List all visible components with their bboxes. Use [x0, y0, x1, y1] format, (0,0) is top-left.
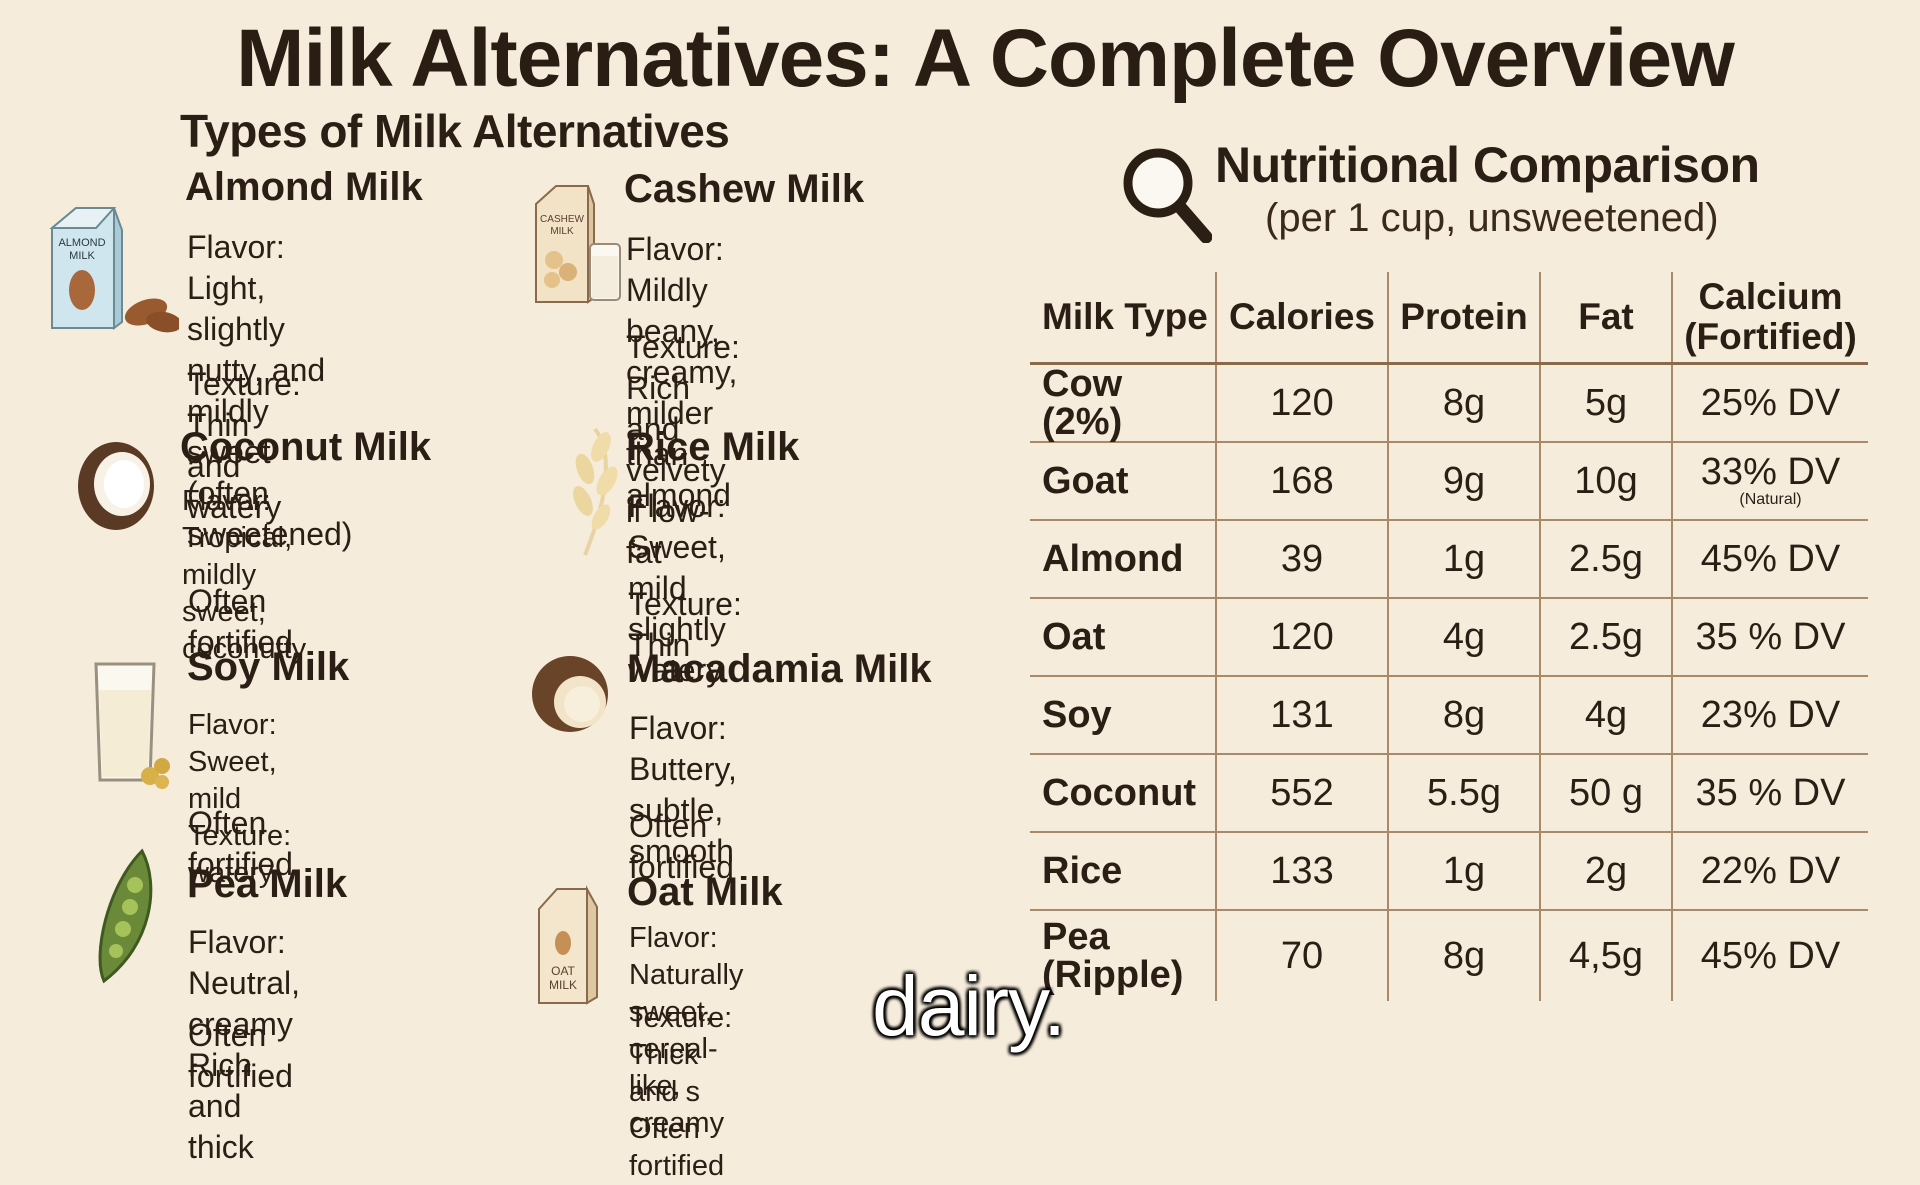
- cashew-milk-carton-icon: CASHEW MILK: [535, 185, 621, 304]
- milk-type-cell: Soy: [1030, 676, 1217, 755]
- column-header-protein: Protein: [1388, 272, 1541, 365]
- protein-cell: 8g: [1388, 676, 1541, 755]
- nutrition-table: Milk Type Calories Protein Fat Calcium (…: [1030, 272, 1868, 1001]
- table-row: Coconut 552 5.5g 50 g 35 % DV: [1030, 754, 1868, 833]
- svg-text:CASHEW: CASHEW: [540, 214, 584, 225]
- nutrition-title: Nutritional Comparison: [1215, 137, 1760, 193]
- protein-cell: 8g: [1388, 910, 1541, 1001]
- calcium-cell: 35 % DV: [1672, 598, 1868, 677]
- table-header-row: Milk Type Calories Protein Fat Calcium (…: [1030, 272, 1868, 365]
- protein-cell: 5.5g: [1388, 754, 1541, 833]
- table-row: Pea (Ripple) 70 8g 4,5g 45% DV: [1030, 910, 1868, 1001]
- table-row: Soy 131 8g 4g 23% DV: [1030, 676, 1868, 755]
- fat-cell: 2.5g: [1540, 598, 1673, 677]
- card-macadamia-milk-fortified: Often fortified: [629, 808, 734, 885]
- milk-type-cell: Goat: [1030, 442, 1217, 521]
- calories-cell: 552: [1216, 754, 1389, 833]
- card-cashew-milk-name: Cashew Milk: [624, 167, 865, 211]
- svg-text:MILK: MILK: [549, 978, 577, 992]
- calcium-cell: 35 % DV: [1672, 754, 1868, 833]
- card-oat-milk-name: Oat Milk: [627, 870, 783, 914]
- video-caption: dairy.: [872, 959, 1066, 1053]
- column-header-calories: Calories: [1216, 272, 1389, 365]
- calcium-note: (Natural): [1739, 491, 1802, 508]
- calcium-cell: 45% DV: [1672, 520, 1868, 599]
- fat-cell: 4,5g: [1540, 910, 1673, 1001]
- milk-type-cell: Cow (2%): [1030, 363, 1217, 443]
- card-coconut-milk-flavor: Flavor: Tropical, mildly sweet, coconutt…: [182, 485, 307, 665]
- fat-cell: 50 g: [1540, 754, 1673, 833]
- fat-cell: 10g: [1540, 442, 1673, 521]
- fat-cell: 5g: [1540, 363, 1673, 443]
- svg-text:OAT: OAT: [551, 964, 575, 978]
- card-soy-milk-fortified: Often fortified: [188, 805, 293, 882]
- protein-cell: 8g: [1388, 363, 1541, 443]
- milk-type-cell: Almond: [1030, 520, 1217, 599]
- oat-milk-carton-icon: OAT MILK: [538, 885, 598, 1005]
- calcium-cell: 22% DV: [1672, 832, 1868, 911]
- card-coconut-milk-fortified: Often fortified: [188, 583, 293, 660]
- svg-text:ALMOND: ALMOND: [58, 237, 105, 249]
- protein-cell: 4g: [1388, 598, 1541, 677]
- nutrition-subtitle: (per 1 cup, unsweetened): [1265, 196, 1719, 240]
- card-almond-milk-texture: Texture: Thin and watery: [187, 366, 301, 525]
- card-soy-milk-flavor: Flavor: Sweet, mild Texture: watery: [188, 709, 292, 889]
- protein-cell: 9g: [1388, 442, 1541, 521]
- card-almond-milk-name: Almond Milk: [185, 165, 423, 209]
- calories-cell: 70: [1216, 910, 1389, 1001]
- table-row: Rice 133 1g 2g 22% DV: [1030, 832, 1868, 911]
- column-header-fat: Fat: [1540, 272, 1673, 365]
- card-macadamia-milk-flavor: Flavor: Buttery, subtle, smooth: [629, 710, 737, 869]
- protein-cell: 1g: [1388, 832, 1541, 911]
- column-header-calcium: Calcium (Fortified): [1672, 272, 1868, 365]
- calories-cell: 120: [1216, 598, 1389, 677]
- calcium-cell: 45% DV: [1700, 935, 1841, 977]
- rice-grain-icon: [573, 427, 618, 556]
- svg-text:MILK: MILK: [550, 226, 574, 237]
- calories-cell: 39: [1216, 520, 1389, 599]
- types-section-title: Types of Milk Alternatives: [180, 105, 730, 157]
- milk-type-cell: Coconut: [1030, 754, 1217, 833]
- fat-cell: 2g: [1540, 832, 1673, 911]
- table-row: Almond 39 1g 2.5g 45% DV: [1030, 520, 1868, 599]
- protein-cell: 1g: [1388, 520, 1541, 599]
- table-row: Cow (2%) 120 8g 5g 25% DV: [1030, 363, 1868, 443]
- milk-type-cell: Rice: [1030, 832, 1217, 911]
- soy-milk-glass-icon: [94, 662, 170, 789]
- card-oat-milk-texture: Texture: Thick and s Often fortified: [629, 1002, 733, 1182]
- calcium-cell: 23% DV: [1672, 676, 1868, 755]
- card-soy-milk-name: Soy Milk: [187, 645, 350, 689]
- card-cashew-milk-texture: Texture: Rich and velvety if low-fat: [626, 329, 740, 570]
- coconut-icon: [78, 442, 154, 530]
- magnifying-glass-icon: [1123, 148, 1212, 243]
- main-title: Milk Alternatives: A Complete Overview: [236, 13, 1735, 104]
- calcium-cell: 25% DV: [1672, 363, 1868, 443]
- card-pea-milk-fortified: Often fortified: [188, 1017, 293, 1094]
- card-macadamia-milk-name: Macadamia Milk: [627, 647, 932, 691]
- calcium-cell: 33% DV (Natural): [1672, 442, 1868, 521]
- table-row: Oat 120 4g 2.5g 35 % DV: [1030, 598, 1868, 677]
- milk-type-cell: Pea (Ripple): [1030, 910, 1217, 1001]
- card-cashew-milk-flavor: Flavor: Mildly beany, creamy, milder tha…: [626, 231, 738, 513]
- column-header-milk-type: Milk Type: [1030, 272, 1217, 365]
- calories-cell: 168: [1216, 442, 1389, 521]
- card-rice-milk-texture: Texture: Thin: [628, 586, 742, 663]
- fat-cell: 4g: [1540, 676, 1673, 755]
- macadamia-nut-icon: [532, 656, 608, 732]
- card-rice-milk-flavor: Flavor: Sweet, mild slightly watery: [628, 488, 726, 688]
- card-coconut-milk-name: Coconut Milk: [180, 425, 432, 469]
- card-rice-milk-name: Rice Milk: [626, 425, 800, 469]
- card-pea-milk-name: Pea Milk: [187, 862, 348, 906]
- pea-pod-icon: [98, 848, 153, 984]
- fat-cell: 2.5g: [1540, 520, 1673, 599]
- calories-cell: 120: [1216, 363, 1389, 443]
- calories-cell: 131: [1216, 676, 1389, 755]
- almond-milk-carton-icon: ALMOND MILK: [49, 207, 179, 333]
- svg-text:MILK: MILK: [69, 250, 95, 262]
- milk-type-cell: Oat: [1030, 598, 1217, 677]
- calories-cell: 133: [1216, 832, 1389, 911]
- card-almond-milk-flavor: Flavor: Light, slightly nutty, and mildl…: [187, 229, 353, 552]
- table-row: Goat 168 9g 10g 33% DV (Natural): [1030, 442, 1868, 521]
